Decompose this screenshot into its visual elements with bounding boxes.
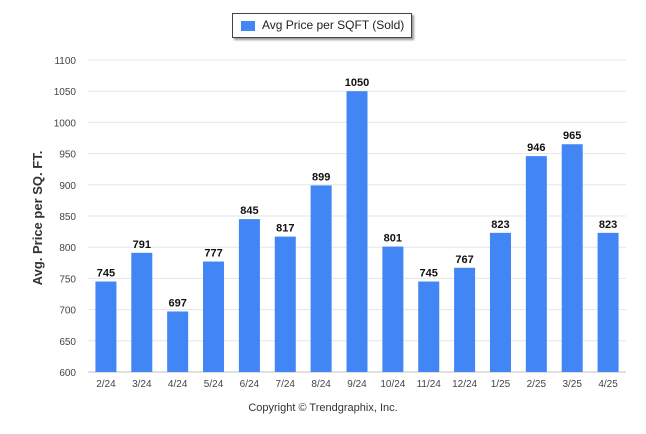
data-label: 823 — [491, 219, 509, 231]
bar — [597, 232, 619, 372]
data-label: 767 — [455, 254, 473, 266]
x-tick-label: 1/25 — [491, 379, 511, 390]
legend-label: Avg Price per SQFT (Sold) — [262, 18, 405, 32]
legend-swatch — [241, 21, 255, 31]
x-tick-label: 2/24 — [96, 379, 116, 390]
y-tick-label: 1050 — [54, 87, 77, 98]
data-label: 801 — [384, 233, 402, 245]
bar — [203, 261, 225, 372]
bar — [238, 219, 260, 372]
bar — [489, 232, 511, 372]
y-tick-label: 850 — [59, 212, 76, 223]
x-tick-label: 8/24 — [311, 379, 331, 390]
x-tick-label: 4/25 — [598, 379, 618, 390]
y-tick-label: 950 — [59, 150, 76, 161]
copyright-text: Copyright © Trendgraphix, Inc. — [248, 402, 398, 414]
bar — [418, 281, 440, 372]
data-label: 845 — [240, 205, 258, 217]
data-label: 899 — [312, 171, 330, 183]
y-tick-label: 750 — [59, 274, 76, 285]
x-tick-label: 3/25 — [562, 379, 582, 390]
y-tick-label: 700 — [59, 306, 76, 317]
bar — [454, 267, 476, 372]
legend: Avg Price per SQFT (Sold) — [232, 13, 412, 38]
data-label: 697 — [168, 297, 186, 309]
y-axis-ticks: 600 650 700 750 800 850 900 950 1000 1050 1100 — [54, 56, 77, 379]
x-tick-label: 6/24 — [240, 379, 260, 390]
x-tick-label: 12/24 — [452, 379, 477, 390]
y-tick-label: 1000 — [54, 118, 77, 129]
data-label: 1050 — [345, 77, 369, 89]
data-label: 791 — [133, 239, 151, 251]
x-tick-label: 4/24 — [168, 379, 188, 390]
bar — [167, 311, 189, 372]
x-tick-label: 10/24 — [380, 379, 405, 390]
bar — [274, 236, 296, 372]
bar — [346, 91, 368, 372]
y-tick-label: 650 — [59, 337, 76, 348]
y-tick-label: 600 — [59, 368, 76, 379]
data-label: 946 — [527, 142, 545, 154]
x-tick-label: 3/24 — [132, 379, 152, 390]
bar — [561, 144, 583, 372]
y-tick-label: 900 — [59, 181, 76, 192]
x-tick-label: 11/24 — [417, 379, 442, 390]
data-label: 745 — [420, 268, 438, 280]
bar — [131, 252, 153, 372]
bar — [95, 281, 117, 372]
data-label: 777 — [204, 248, 222, 260]
bars — [95, 91, 619, 372]
x-tick-label: 5/24 — [204, 379, 224, 390]
y-axis-label: Avg. Price per SQ. FT. — [30, 151, 45, 286]
bar — [382, 246, 404, 372]
x-tick-label: 7/24 — [276, 379, 296, 390]
y-tick-label: 800 — [59, 243, 76, 254]
bar — [310, 185, 332, 372]
x-tick-label: 2/25 — [527, 379, 547, 390]
x-axis-ticks: 2/24 3/24 4/24 5/24 6/24 7/24 8/24 9/24 10/24 11/… — [96, 379, 618, 390]
y-tick-label: 1100 — [54, 56, 76, 67]
bar — [525, 156, 547, 372]
data-label: 965 — [563, 130, 581, 142]
x-tick-label: 9/24 — [347, 379, 367, 390]
data-labels: 745 791 697 777 845 817 899 1050 801 745 767 823 946… — [97, 77, 617, 309]
data-label: 817 — [276, 223, 294, 235]
data-label: 823 — [599, 219, 617, 231]
data-label: 745 — [97, 268, 115, 280]
